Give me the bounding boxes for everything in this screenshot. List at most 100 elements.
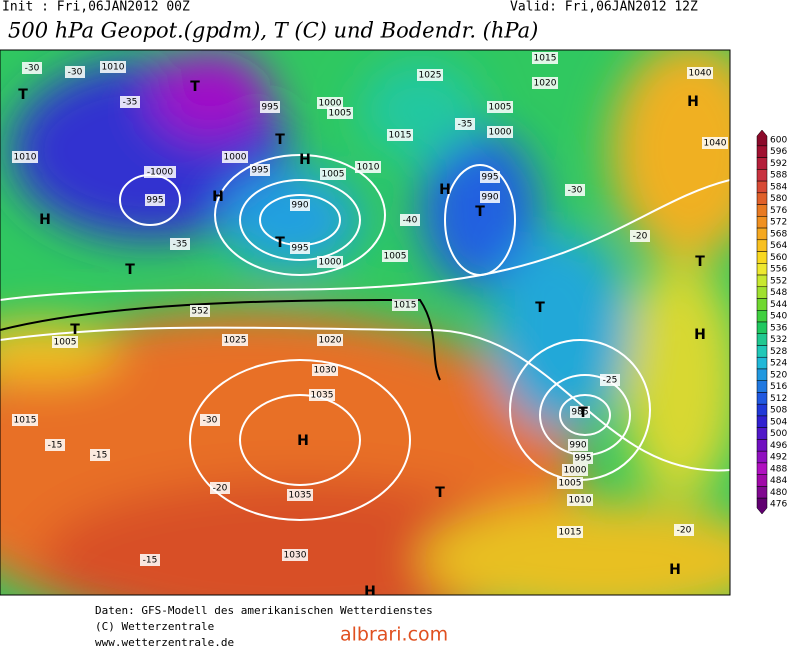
pressure-center: H xyxy=(297,433,309,449)
contour-label: 995 xyxy=(574,454,591,464)
contour-label: 1015 xyxy=(534,54,557,64)
contour-label: 1005 xyxy=(489,103,512,113)
label-box xyxy=(455,118,475,130)
pressure-center: T xyxy=(475,204,485,220)
pressure-center: T xyxy=(125,262,135,278)
colorbar-label: 480 xyxy=(770,488,787,498)
colorbar-cell xyxy=(756,497,768,515)
contour-label: -20 xyxy=(213,484,228,494)
label-box xyxy=(222,334,248,346)
contour-label: 995 xyxy=(251,166,268,176)
label-box xyxy=(567,494,593,506)
label-box xyxy=(557,526,583,538)
contour-label: -40 xyxy=(403,216,418,226)
init-time: Init : Fri,06JAN2012 00Z xyxy=(2,0,190,15)
label-box xyxy=(65,66,85,78)
label-box xyxy=(630,230,650,242)
colorbar-cell xyxy=(756,450,768,464)
colorbar-label: 580 xyxy=(770,194,787,204)
colorbar-cell xyxy=(756,169,768,182)
colorbar-cell xyxy=(756,227,768,241)
colorbar-label: 512 xyxy=(770,394,787,404)
label-box xyxy=(140,554,160,566)
label-box xyxy=(687,67,713,79)
colorbar-cell xyxy=(756,145,768,158)
label-box xyxy=(90,449,110,461)
colorbar-cell xyxy=(756,427,768,440)
contour-label: -15 xyxy=(93,451,108,461)
footer-url: www.wetterzentrale.de xyxy=(95,636,234,648)
contour-label: -30 xyxy=(568,186,583,196)
map-title: 500 hPa Geopot.(gpdm), T (C) und Bodendr… xyxy=(8,19,538,43)
contour-label: 1025 xyxy=(224,336,247,346)
label-box xyxy=(600,374,620,386)
colorbar-cell xyxy=(756,274,768,288)
colorbar-label: 492 xyxy=(770,453,787,463)
label-box xyxy=(387,129,413,141)
label-box xyxy=(145,194,165,206)
colorbar-label: 576 xyxy=(770,206,787,216)
footer-source: Daten: GFS-Modell des amerikanischen Wet… xyxy=(95,604,433,617)
label-box xyxy=(355,161,381,173)
label-box xyxy=(570,406,590,418)
contour-label: 1020 xyxy=(534,79,557,89)
colorbar-label: 532 xyxy=(770,335,787,345)
colorbar-label: 528 xyxy=(770,347,787,357)
colorbar-cell xyxy=(756,462,768,475)
colorbar-label: 552 xyxy=(770,276,787,286)
pressure-center: T xyxy=(535,300,545,316)
pressure-center: H xyxy=(439,182,451,198)
colorbar-cell xyxy=(756,439,768,452)
colorbar-label: 568 xyxy=(770,229,787,239)
colorbar-label: 544 xyxy=(770,300,787,310)
label-box xyxy=(287,489,313,501)
contour-label: 990 xyxy=(569,441,586,451)
label-box xyxy=(392,299,418,311)
colorbar-cell xyxy=(756,251,768,264)
contour-label: -25 xyxy=(603,376,618,386)
colorbar-cell xyxy=(756,321,768,334)
label-box xyxy=(317,97,343,109)
colorbar-label: 504 xyxy=(770,417,787,427)
colorbar-label: 508 xyxy=(770,406,787,416)
contour-label: 1005 xyxy=(384,252,407,262)
pressure-center: T xyxy=(70,322,80,338)
label-box xyxy=(532,52,558,64)
contour-label: -35 xyxy=(123,98,138,108)
pressure-center: H xyxy=(694,327,706,343)
colorbar-cell xyxy=(756,216,768,229)
label-box xyxy=(532,77,558,89)
contour-label: -20 xyxy=(633,232,648,242)
colorbar-label: 596 xyxy=(770,147,787,157)
pressure-center: H xyxy=(39,212,51,228)
label-box xyxy=(674,524,694,536)
contour-label: 1010 xyxy=(569,496,592,506)
contour-label: -20 xyxy=(677,526,692,536)
label-box xyxy=(327,107,353,119)
colorbar-cell xyxy=(756,474,768,487)
label-box xyxy=(320,168,346,180)
pressure-center: T xyxy=(275,235,285,251)
pressure-center: H xyxy=(299,152,311,168)
label-box xyxy=(400,214,420,226)
colorbar-cell xyxy=(756,356,768,370)
pressure-center: T xyxy=(275,132,285,148)
contour-label: 995 xyxy=(481,173,498,183)
colorbar-cell xyxy=(756,392,768,405)
contour-label: 1010 xyxy=(357,163,380,173)
colorbar-cell xyxy=(756,345,768,358)
contour-label: 995 xyxy=(146,196,163,206)
label-box xyxy=(417,69,443,81)
colorbar-cell xyxy=(756,298,768,311)
colorbar-label: 564 xyxy=(770,241,787,251)
colorbar-label: 592 xyxy=(770,159,787,169)
label-box xyxy=(45,439,65,451)
contour-label: 1030 xyxy=(284,551,307,561)
label-box xyxy=(144,166,176,178)
watermark: albrari.com xyxy=(340,624,448,646)
label-box xyxy=(200,414,220,426)
contour-label: 1005 xyxy=(559,479,582,489)
colorbar-label: 484 xyxy=(770,476,787,486)
label-box xyxy=(382,250,408,262)
pressure-center: H xyxy=(669,562,681,578)
